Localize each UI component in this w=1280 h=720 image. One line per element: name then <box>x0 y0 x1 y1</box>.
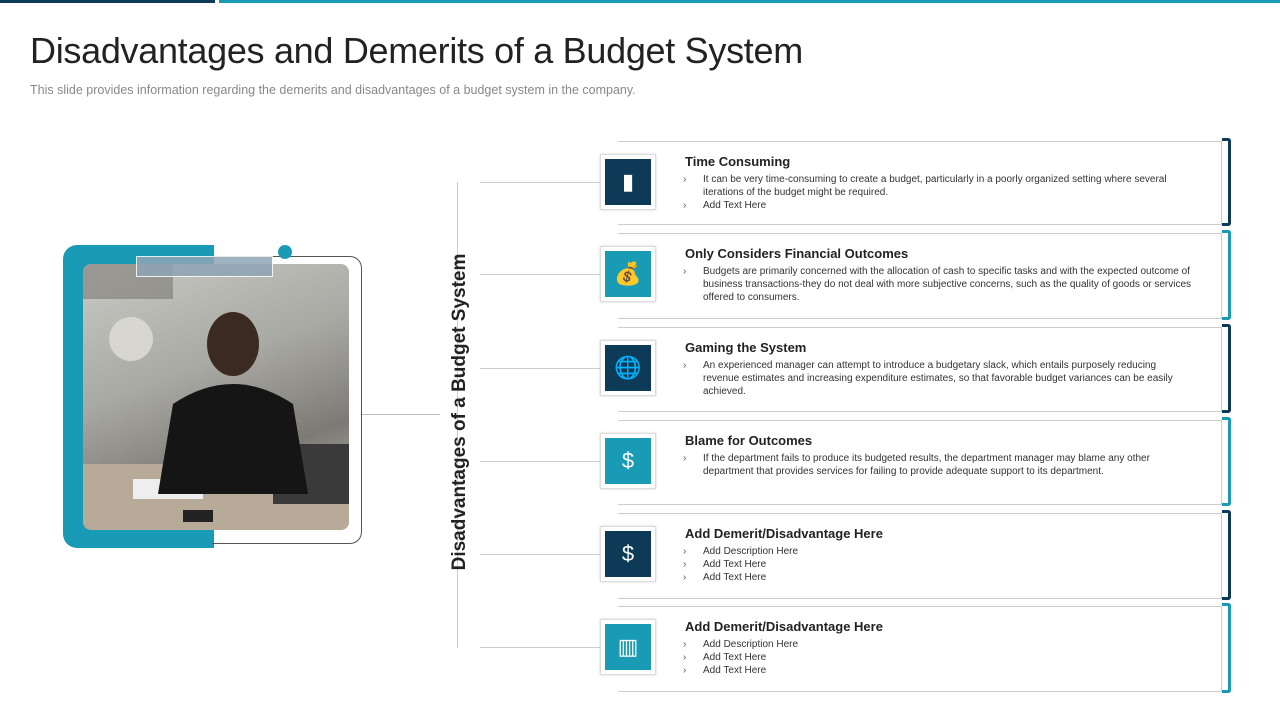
money-bag-gear-icon: 💰 <box>600 246 656 302</box>
vertical-label: Disadvantages of a Budget System <box>449 253 470 571</box>
demerit-title: Add Demerit/Disadvantage Here <box>685 526 883 541</box>
demerit-bullets: › It can be very time-consuming to create… <box>683 173 1193 212</box>
demerit-card <box>618 420 1222 505</box>
card-bracket <box>1222 417 1231 506</box>
dollar-bar-chart-icon: $ <box>600 526 656 582</box>
chevron-right-icon: › <box>683 572 687 583</box>
row-connector <box>480 461 600 462</box>
row-connector <box>480 647 600 648</box>
chevron-right-icon: › <box>683 665 687 676</box>
demerit-title: Only Considers Financial Outcomes <box>685 246 909 261</box>
demerit-card <box>618 141 1222 225</box>
chevron-right-icon: › <box>683 453 687 464</box>
chevron-right-icon: › <box>683 360 687 371</box>
globe-phone-icon: 🌐 <box>600 340 656 396</box>
bar-chart-icon: ▥ <box>600 619 656 675</box>
chevron-right-icon: › <box>683 652 687 663</box>
photo-man-writing <box>83 264 349 530</box>
spine <box>457 182 459 648</box>
demerit-bullets: › Add Description Here › Add Text Here › Add … <box>683 638 1193 677</box>
row-connector <box>480 368 600 369</box>
chevron-right-icon: › <box>683 174 687 185</box>
dollar-arrows-icon: $ <box>600 433 656 489</box>
chevron-right-icon: › <box>683 639 687 650</box>
demerit-title: Gaming the System <box>685 340 807 355</box>
demerit-bullets: › An experienced manager can attempt to i… <box>683 359 1193 398</box>
demerit-card <box>618 327 1222 412</box>
row-connector <box>480 182 600 183</box>
chevron-right-icon: › <box>683 200 687 211</box>
top-accent-bar-teal <box>219 0 1280 3</box>
bullet-item: › It can be very time-consuming to create… <box>683 174 1167 198</box>
bullet-item: › Add Description Here <box>683 639 799 650</box>
demerit-bullets: › Budgets are primarily concerned with th… <box>683 265 1193 304</box>
gamepad-chart-icon: ▮ <box>600 154 656 210</box>
page-title: Disadvantages and Demerits of a Budget S… <box>30 30 803 71</box>
demerit-title: Add Demerit/Disadvantage Here <box>685 619 883 634</box>
bullet-item: › Add Text Here <box>683 652 767 663</box>
chevron-right-icon: › <box>683 559 687 570</box>
card-bracket <box>1222 138 1231 226</box>
bullet-item: › Add Text Here <box>683 572 767 583</box>
demerit-bullets: › If the department fails to produce its … <box>683 452 1193 478</box>
bullet-item: › Add Text Here <box>683 200 767 211</box>
bullet-item: › Add Description Here <box>683 546 799 557</box>
top-accent-bar-dark <box>0 0 215 3</box>
chevron-right-icon: › <box>683 546 687 557</box>
bullet-item: › If the department fails to produce its … <box>683 453 1150 477</box>
bullet-item: › Budgets are primarily concerned with th… <box>683 266 1192 303</box>
bullet-item: › An experienced manager can attempt to i… <box>683 360 1173 397</box>
decorative-dot <box>278 245 292 259</box>
bullet-item: › Add Text Here <box>683 559 767 570</box>
row-connector <box>480 274 600 275</box>
card-bracket <box>1222 603 1231 693</box>
photo-scene <box>83 264 349 530</box>
page-subtitle: This slide provides information regardin… <box>30 83 636 97</box>
connector-line <box>362 414 440 415</box>
row-connector <box>480 554 600 555</box>
card-bracket <box>1222 230 1231 320</box>
card-bracket <box>1222 510 1231 600</box>
demerit-card <box>618 513 1222 599</box>
bullet-item: › Add Text Here <box>683 665 767 676</box>
chevron-right-icon: › <box>683 266 687 277</box>
demerit-title: Blame for Outcomes <box>685 433 813 448</box>
demerit-title: Time Consuming <box>685 154 791 169</box>
photo-caption-bar <box>136 256 273 277</box>
card-bracket <box>1222 324 1231 413</box>
demerit-bullets: › Add Description Here › Add Text Here › Add … <box>683 545 1193 584</box>
demerit-card <box>618 233 1222 319</box>
demerit-card <box>618 606 1222 692</box>
